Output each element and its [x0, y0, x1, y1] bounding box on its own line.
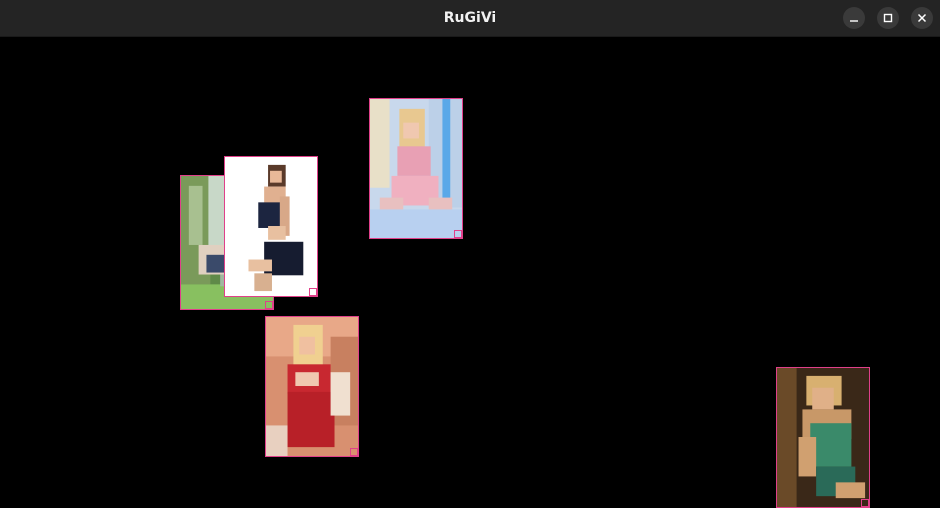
image-canvas[interactable]	[0, 37, 940, 508]
maximize-icon	[883, 13, 893, 23]
pink-outfit-photo-thumbnail[interactable]	[369, 98, 463, 239]
resize-handle[interactable]	[861, 499, 869, 507]
resize-handle[interactable]	[350, 448, 358, 456]
red-dress-photo	[266, 317, 358, 456]
minimize-button[interactable]	[843, 7, 865, 29]
maximize-button[interactable]	[877, 7, 899, 29]
minimize-icon	[850, 20, 858, 22]
resize-handle[interactable]	[265, 301, 273, 309]
close-button[interactable]	[911, 7, 933, 29]
navy-outfit-photo-thumbnail[interactable]	[224, 156, 318, 297]
green-top-photo-thumbnail[interactable]	[776, 367, 870, 508]
pink-outfit-photo	[370, 99, 462, 238]
title-bar[interactable]: RuGiVi	[0, 0, 940, 37]
close-icon	[917, 13, 927, 23]
resize-handle[interactable]	[454, 230, 462, 238]
red-dress-photo-thumbnail[interactable]	[265, 316, 359, 457]
navy-outfit-photo	[225, 157, 317, 296]
resize-handle[interactable]	[309, 288, 317, 296]
green-top-photo	[777, 368, 869, 507]
window-title: RuGiVi	[443, 10, 497, 26]
